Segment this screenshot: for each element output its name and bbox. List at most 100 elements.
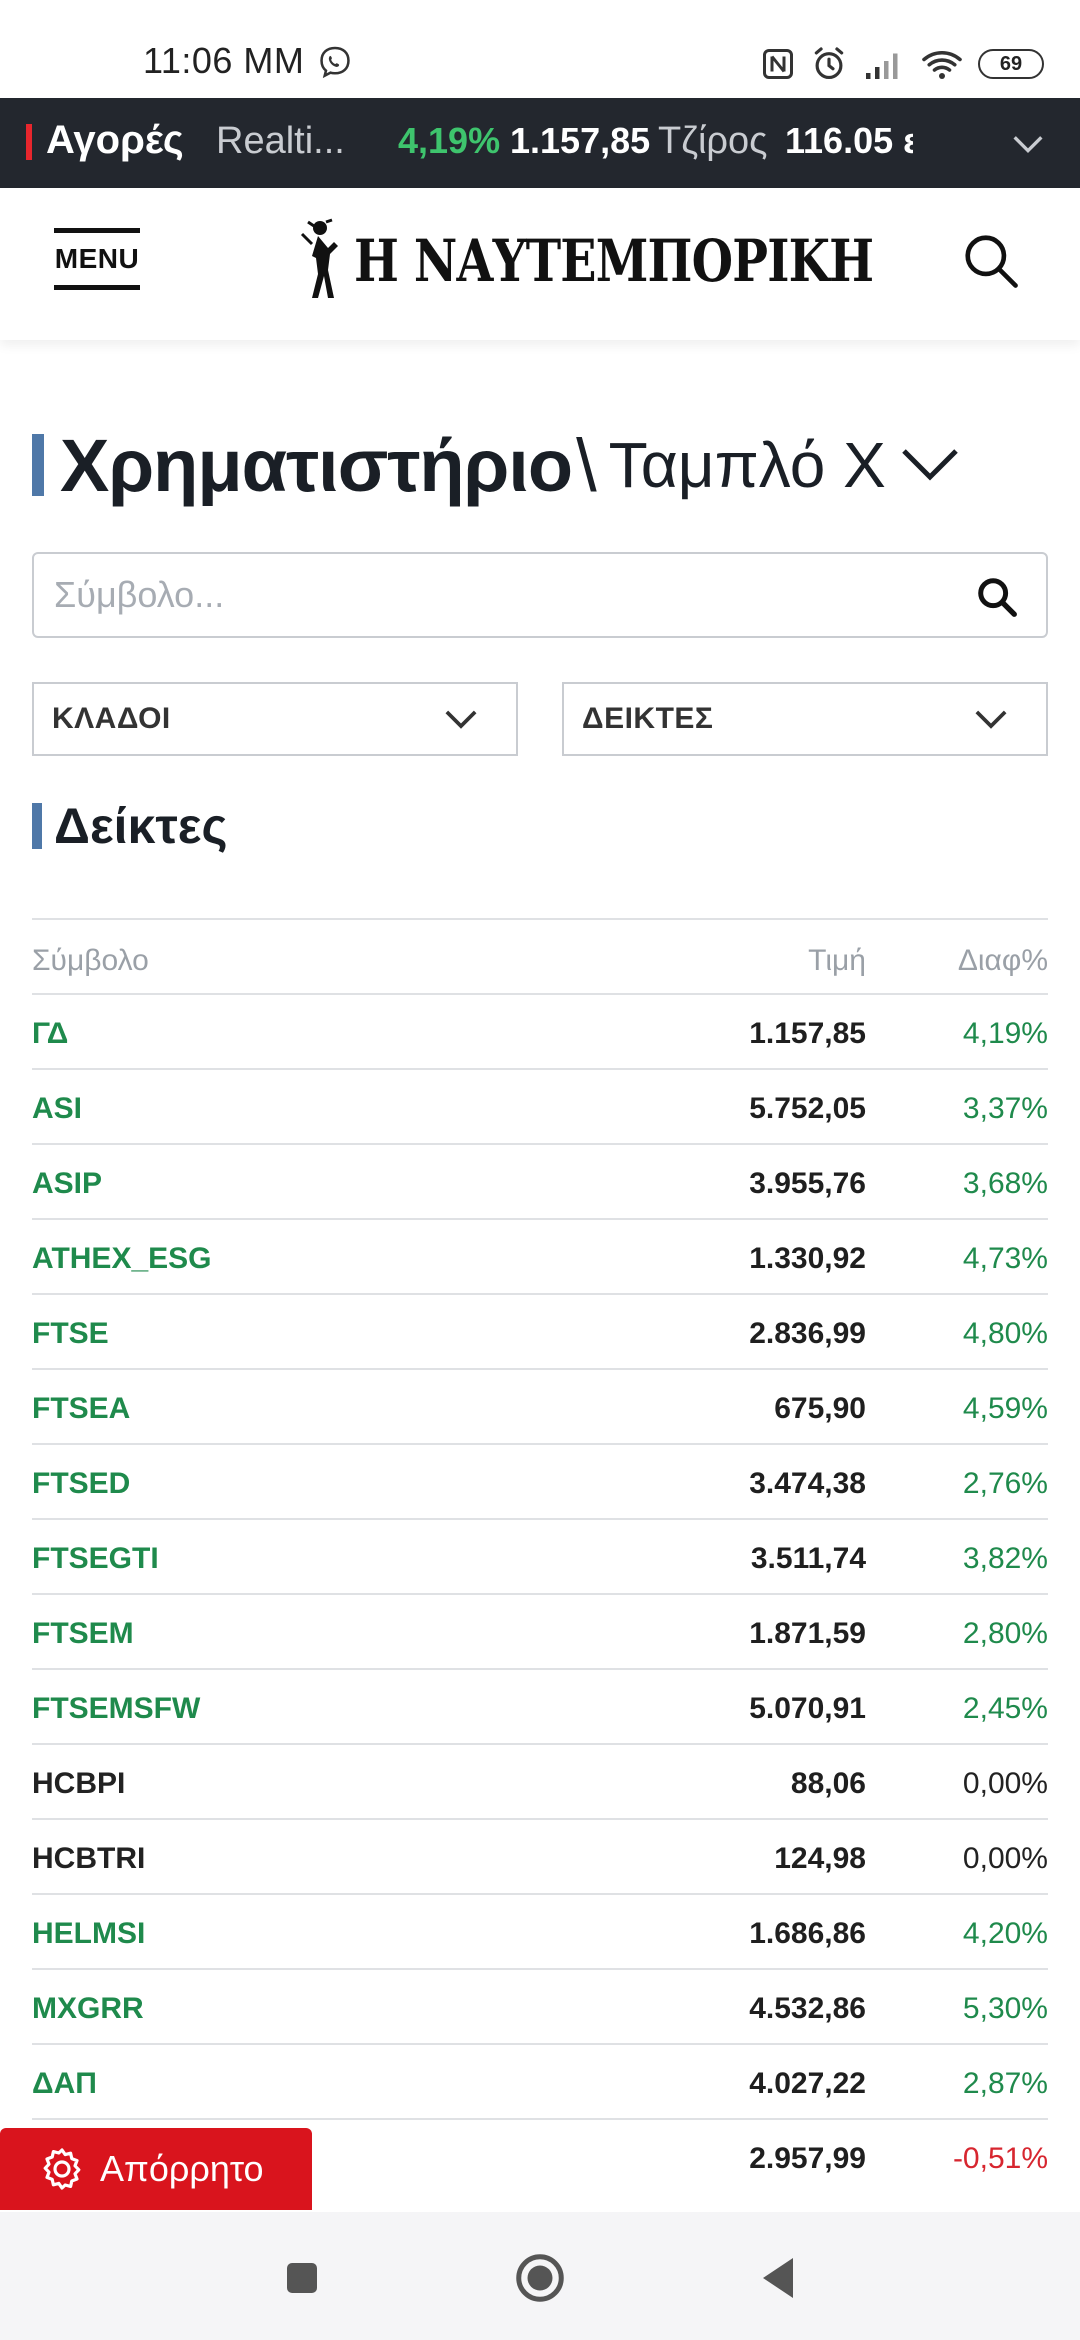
- table-row[interactable]: FTSE 2.836,99 4,80%: [32, 1293, 1048, 1368]
- row-symbol[interactable]: FTSED: [32, 1467, 131, 1500]
- column-header-price[interactable]: Τιμή: [808, 944, 866, 977]
- title-accent-bar: [32, 434, 44, 496]
- sectors-dropdown[interactable]: ΚΛΑΔΟΙ: [32, 682, 518, 756]
- row-change: 2,80%: [962, 1617, 1048, 1650]
- row-change: 5,30%: [962, 1992, 1048, 2025]
- ticker-markets-label[interactable]: Αγορές: [46, 118, 184, 162]
- table-row[interactable]: ΔΑΠ 4.027,22 2,87%: [32, 2043, 1048, 2118]
- table-row[interactable]: FTSEMSFW 5.070,91 2,45%: [32, 1668, 1048, 1743]
- chevron-down-icon[interactable]: [900, 445, 960, 485]
- battery-icon: 69: [978, 49, 1044, 79]
- table-row[interactable]: HELMSI 1.686,86 4,20%: [32, 1893, 1048, 1968]
- row-price: 3.474,38: [749, 1467, 866, 1500]
- table-row[interactable]: MXGRR 4.532,86 5,30%: [32, 1968, 1048, 2043]
- table-row[interactable]: ATHEX_ESG 1.330,92 4,73%: [32, 1218, 1048, 1293]
- chevron-down-icon: [975, 710, 1007, 729]
- recent-apps-icon[interactable]: [272, 2248, 332, 2308]
- row-symbol[interactable]: ASIP: [32, 1167, 103, 1200]
- symbol-search: [32, 552, 1048, 638]
- menu-button[interactable]: MENU: [54, 228, 140, 290]
- home-icon[interactable]: [510, 2248, 570, 2308]
- table-row[interactable]: FTSEGTI 3.511,74 3,82%: [32, 1518, 1048, 1593]
- row-symbol[interactable]: HCBTRI: [32, 1842, 146, 1875]
- table-row[interactable]: ASIP 3.955,76 3,68%: [32, 1143, 1048, 1218]
- site-header: MENU Η ΝΑΥΤΕΜΠΟΡΙΚΗ: [0, 188, 1080, 340]
- row-change: 3,37%: [962, 1092, 1048, 1125]
- viber-icon: [320, 46, 350, 79]
- row-symbol[interactable]: HCBPI: [32, 1767, 126, 1800]
- row-change: 2,76%: [962, 1467, 1048, 1500]
- row-price: 1.686,86: [749, 1917, 866, 1950]
- column-header-change[interactable]: Διαφ%: [957, 944, 1048, 977]
- row-change: 2,87%: [962, 2067, 1048, 2100]
- hermes-logo-icon: [300, 218, 338, 298]
- table-row[interactable]: HCBTRI 124,98 0,00%: [32, 1818, 1048, 1893]
- row-change: 3,82%: [962, 1542, 1048, 1575]
- row-price: 3.955,76: [749, 1167, 866, 1200]
- chevron-down-icon[interactable]: [1008, 124, 1048, 164]
- row-price: 2.957,99: [749, 2142, 866, 2175]
- status-icons: 69: [760, 44, 1044, 84]
- table-row[interactable]: ASI 5.752,05 3,37%: [32, 1068, 1048, 1143]
- table-row[interactable]: FTSEA 675,90 4,59%: [32, 1368, 1048, 1443]
- site-logo[interactable]: Η ΝΑΥΤΕΜΠΟΡΙΚΗ: [300, 216, 987, 306]
- privacy-label: Απόρρητο: [100, 2148, 264, 2189]
- row-price: 3.511,74: [750, 1542, 866, 1575]
- section-title: Δείκτες: [54, 798, 228, 854]
- row-change: 4,80%: [962, 1317, 1048, 1350]
- table-row[interactable]: FTSED 3.474,38 2,76%: [32, 1443, 1048, 1518]
- row-change: 0,00%: [962, 1767, 1048, 1800]
- ticker-change: 4,19%: [398, 120, 501, 161]
- indices-dropdown[interactable]: ΔΕΙΚΤΕΣ: [562, 682, 1048, 756]
- ticker-turnover-value: 116.05 ε: [785, 120, 913, 161]
- row-symbol[interactable]: ASI: [32, 1092, 83, 1125]
- row-symbol[interactable]: ATHEX_ESG: [32, 1242, 212, 1275]
- status-time: 11:06 ΜΜ: [143, 40, 305, 81]
- row-change: 4,20%: [962, 1917, 1048, 1950]
- table-row[interactable]: HCBPI 88,06 0,00%: [32, 1743, 1048, 1818]
- ticker-accent: [26, 124, 32, 160]
- row-symbol[interactable]: MXGRR: [32, 1992, 144, 2025]
- row-symbol[interactable]: ΓΔ: [32, 1017, 69, 1050]
- row-symbol[interactable]: FTSEGTI: [32, 1542, 159, 1575]
- row-change: 2,45%: [962, 1692, 1048, 1725]
- row-price: 5.070,91: [749, 1692, 866, 1725]
- row-price: 1.157,85: [749, 1017, 866, 1050]
- search-icon[interactable]: [960, 230, 1022, 292]
- row-symbol[interactable]: FTSEMSFW: [32, 1692, 201, 1725]
- page-title-separator: \: [576, 423, 597, 507]
- privacy-settings-button[interactable]: Απόρρητο: [0, 2128, 312, 2210]
- alarm-icon: [814, 47, 844, 80]
- ticker-value: 1.157,85: [510, 120, 651, 161]
- back-icon[interactable]: [748, 2248, 808, 2308]
- nfc-icon: [763, 49, 793, 79]
- section-heading: Δείκτες: [32, 796, 228, 856]
- indices-table: Σύμβολο Τιμή Διαφ% ΓΔ 1.157,85 4,19% ASI 5.7…: [32, 918, 1048, 2193]
- row-symbol[interactable]: FTSE: [32, 1317, 109, 1350]
- row-price: 1.871,59: [749, 1617, 866, 1650]
- row-price: 5.752,05: [749, 1092, 866, 1125]
- row-symbol[interactable]: ΔΑΠ: [32, 2067, 97, 2100]
- status-bar: 11:06 ΜΜ 69: [0, 0, 1080, 98]
- column-header-symbol[interactable]: Σύμβολο: [32, 944, 149, 977]
- section-accent-bar: [32, 803, 42, 849]
- row-change: 4,59%: [962, 1392, 1048, 1425]
- row-price: 1.330,92: [749, 1242, 866, 1275]
- ticker-index-name: Realti...: [216, 120, 345, 162]
- sectors-dropdown-label: ΚΛΑΔΟΙ: [52, 702, 171, 735]
- table-row[interactable]: ΓΔ 1.157,85 4,19%: [32, 993, 1048, 1068]
- row-symbol[interactable]: FTSEM: [32, 1617, 134, 1650]
- symbol-search-input[interactable]: [34, 554, 914, 636]
- row-symbol[interactable]: HELMSI: [32, 1917, 146, 1950]
- table-row[interactable]: FTSEM 1.871,59 2,80%: [32, 1593, 1048, 1668]
- gear-icon: [43, 2148, 81, 2190]
- row-change: 0,00%: [962, 1842, 1048, 1875]
- row-change: 3,68%: [962, 1167, 1048, 1200]
- market-ticker[interactable]: Αγορές Realti... 4,19% 1.157,85 Τζίρος 1…: [0, 98, 1080, 188]
- system-nav-bar: [0, 2212, 1080, 2340]
- page-subtitle-selector[interactable]: Ταμπλό Χ: [608, 429, 886, 501]
- table-row[interactable]: 2.957,99 -0,51%: [32, 2118, 1048, 2193]
- row-symbol[interactable]: FTSEA: [32, 1392, 131, 1425]
- search-icon[interactable]: [974, 574, 1020, 620]
- wifi-icon: [922, 50, 962, 79]
